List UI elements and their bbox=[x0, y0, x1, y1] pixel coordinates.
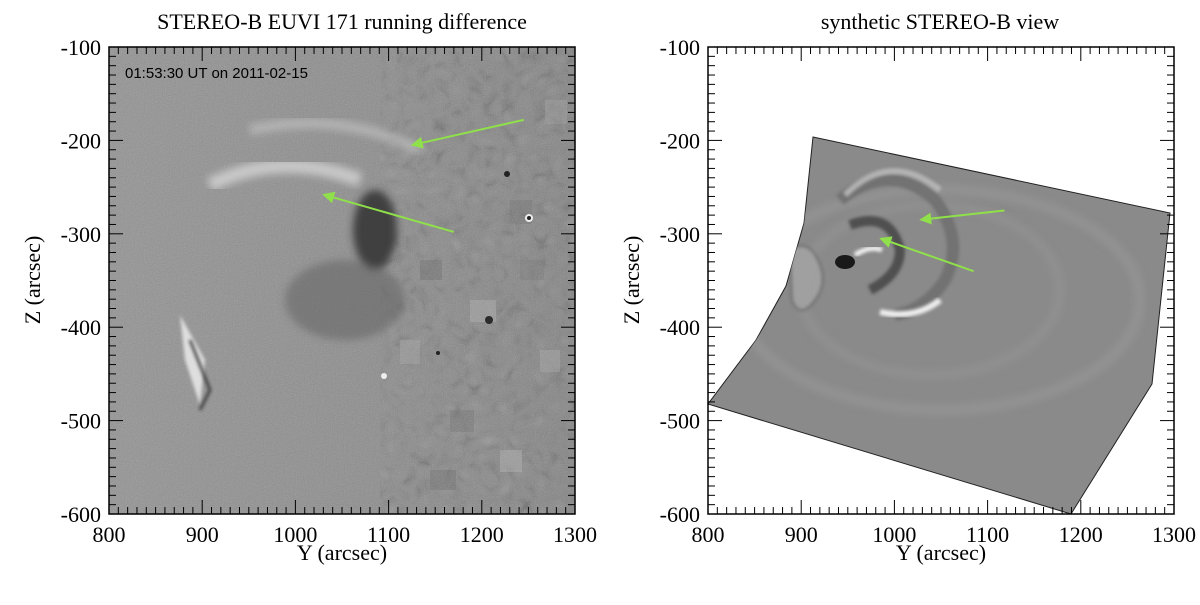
synthetic-dark-core bbox=[835, 255, 855, 269]
panel-euvi: STEREO-B EUVI 171 running difference bbox=[20, 9, 597, 565]
synthetic-y-tick-label: -200 bbox=[660, 128, 700, 153]
euvi-y-tick-label: -200 bbox=[61, 128, 101, 153]
synthetic-y-tick-label: -100 bbox=[660, 35, 700, 60]
synthetic-blob bbox=[789, 245, 824, 311]
euvi-y-axis-label: Z (arcsec) bbox=[20, 236, 45, 325]
synthetic-y-tick-label: -500 bbox=[660, 409, 700, 434]
synthetic-arrow bbox=[879, 236, 974, 273]
euvi-x-axis-label: Y (arcsec) bbox=[297, 540, 387, 565]
panel-title-euvi: STEREO-B EUVI 171 running difference bbox=[157, 9, 527, 34]
synthetic-x-tick-label: 1000 bbox=[872, 522, 916, 547]
euvi-arrow bbox=[410, 118, 524, 149]
synthetic-x-tick-label: 1200 bbox=[1059, 522, 1103, 547]
euvi-y-tick-label: -400 bbox=[61, 315, 101, 340]
synthetic-image bbox=[707, 136, 1171, 515]
euvi-y-tick-label: -600 bbox=[61, 502, 101, 527]
euvi-x-tick-label: 1200 bbox=[460, 522, 504, 547]
euvi-outer-loop bbox=[248, 118, 423, 155]
euvi-y-tick-label: -500 bbox=[61, 409, 101, 434]
synthetic-x-tick-label: 1100 bbox=[966, 522, 1009, 547]
euvi-timestamp: 01:53:30 UT on 2011-02-15 bbox=[125, 65, 308, 82]
synthetic-bright-arc bbox=[879, 297, 942, 318]
synthetic-outer-shell bbox=[836, 174, 959, 321]
euvi-arrows bbox=[322, 118, 524, 233]
synthetic-y-tick-label: -400 bbox=[660, 315, 700, 340]
synthetic-y-tick-label: -600 bbox=[660, 502, 700, 527]
euvi-dark-region bbox=[353, 190, 397, 270]
synthetic-arrow bbox=[919, 209, 1005, 225]
euvi-bright-loop bbox=[206, 159, 363, 192]
euvi-x-tick-label: 1000 bbox=[273, 522, 317, 547]
euvi-streak bbox=[180, 315, 205, 405]
synthetic-x-tick-label: 1300 bbox=[1152, 522, 1196, 547]
euvi-ticks: 800 900 1000 1100 1200 1300 -100 -200 -300 -400 -5… bbox=[61, 35, 597, 547]
synthetic-x-axis-label: Y (arcsec) bbox=[896, 540, 986, 565]
synthetic-x-tick-label: 900 bbox=[785, 522, 818, 547]
synthetic-y-tick-label: -300 bbox=[660, 222, 700, 247]
euvi-image bbox=[109, 47, 575, 514]
euvi-y-tick-label: -100 bbox=[61, 35, 101, 60]
panel-synthetic: synthetic STEREO-B view 800 900 1000 1 bbox=[619, 9, 1196, 565]
euvi-x-tick-label: 900 bbox=[186, 522, 219, 547]
synthetic-y-axis-label: Z (arcsec) bbox=[619, 236, 644, 325]
euvi-x-tick-label: 1100 bbox=[367, 522, 410, 547]
synthetic-x-tick-label: 800 bbox=[692, 522, 725, 547]
euvi-x-tick-label: 1300 bbox=[553, 522, 597, 547]
synthetic-ticks: 800 900 1000 1100 1200 1300 -100 -200 -300 -400 -5… bbox=[660, 35, 1196, 547]
euvi-x-tick-label: 800 bbox=[93, 522, 126, 547]
euvi-y-tick-label: -300 bbox=[61, 222, 101, 247]
synthetic-arrows bbox=[879, 209, 1005, 273]
panel-title-synthetic: synthetic STEREO-B view bbox=[821, 9, 1059, 34]
euvi-arrow bbox=[322, 191, 455, 233]
